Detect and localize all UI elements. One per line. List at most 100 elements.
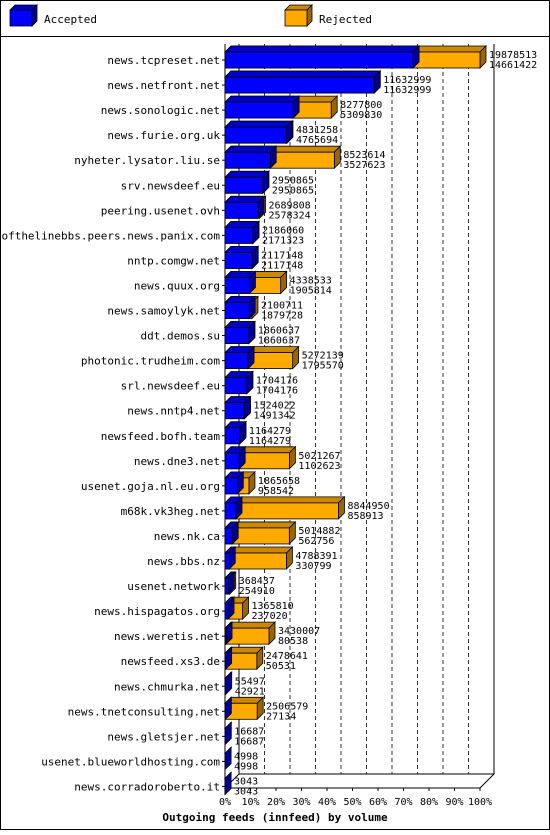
x-tick-label: 30%: [292, 797, 310, 808]
x-tick-label: 50%: [343, 797, 361, 808]
data-label-accepted: 1860637: [258, 336, 300, 347]
category-label: nyheter.lysator.liu.se: [74, 154, 220, 167]
category-label: usenet.blueworldhosting.com: [41, 755, 220, 768]
category-label: usenet.network: [127, 580, 220, 593]
legend-swatch-accepted-front: [10, 10, 32, 26]
data-label-accepted: 80538: [278, 636, 308, 647]
category-label: news.dne3.net: [134, 455, 220, 468]
data-label-accepted: 2950865: [272, 185, 314, 196]
data-label-accepted: 2578324: [269, 210, 311, 221]
legend-swatch-rejected-front: [285, 10, 307, 26]
category-label: news.weretis.net: [114, 630, 220, 643]
bar-rejected-top: [225, 622, 275, 628]
category-label: m68k.vk3heg.net: [121, 505, 220, 518]
bar-accepted-front: [225, 52, 413, 68]
data-label-accepted: 27134: [266, 711, 296, 722]
category-label: news.hispagatos.org: [94, 605, 220, 618]
x-tick-label: 60%: [369, 797, 387, 808]
data-label-accepted: 562756: [298, 536, 334, 547]
category-label: news.tcpreset.net: [107, 54, 220, 67]
data-label-accepted: 2117148: [261, 260, 303, 271]
bar-accepted-front: [225, 478, 237, 494]
data-label-accepted: 4765694: [296, 135, 338, 146]
x-tick-label: 70%: [394, 797, 412, 808]
bar-accepted-front: [225, 378, 247, 394]
category-label: news.nk.ca: [154, 530, 220, 543]
bar-accepted-front: [225, 177, 263, 193]
category-label: nntp.comgw.net: [127, 254, 220, 267]
bar-accepted-front: [225, 628, 226, 644]
data-label-accepted: 1164279: [249, 436, 291, 447]
bar-accepted-front: [225, 678, 226, 694]
data-label-accepted: 3043: [234, 786, 258, 797]
data-label-accepted: 237020: [252, 611, 288, 622]
category-label: news.samoylyk.net: [107, 305, 220, 318]
data-label-accepted: 3527623: [343, 160, 385, 171]
category-label: srv.newsdeef.eu: [121, 179, 220, 192]
data-label-accepted: 858913: [347, 511, 383, 522]
category-label: endofthelinebbs.peers.news.panix.com: [0, 229, 220, 242]
data-label-accepted: 4998: [234, 761, 258, 772]
category-label: news.tnetconsulting.net: [68, 705, 220, 718]
bar-accepted-front: [225, 653, 226, 669]
bar-accepted-top: [225, 71, 380, 77]
category-label: news.nntp4.net: [127, 405, 220, 418]
bar-accepted-top: [225, 46, 419, 52]
bar-accepted-top: [225, 171, 269, 177]
data-label-accepted: 42921: [235, 686, 265, 697]
bar-accepted-front: [225, 303, 249, 319]
category-label: srl.newsdeef.eu: [121, 380, 220, 393]
data-label-accepted: 1491342: [254, 411, 296, 422]
category-label: news.gletsjer.net: [107, 730, 220, 743]
category-label: peering.usenet.ovh: [101, 204, 220, 217]
data-label-accepted: 1704176: [256, 386, 298, 397]
category-label: photonic.trudheim.com: [81, 355, 220, 368]
category-label: news.corradoroberto.it: [74, 780, 220, 793]
x-tick-label: 20%: [267, 797, 285, 808]
category-label: ddt.demos.su: [141, 330, 220, 343]
bar-accepted-front: [225, 202, 258, 218]
bar-accepted-top: [225, 196, 264, 202]
legend-label-accepted: Accepted: [44, 13, 97, 26]
bar-accepted-front: [225, 603, 228, 619]
bar-accepted-front: [225, 152, 270, 168]
x-tick-label: 0%: [219, 797, 231, 808]
x-tick-label: 90%: [445, 797, 463, 808]
bar-accepted-front: [225, 528, 232, 544]
data-label-accepted: 11632999: [383, 85, 431, 96]
x-tick-label: 100%: [468, 797, 492, 808]
data-label-accepted: 1879728: [261, 311, 303, 322]
category-label: news.sonologic.net: [101, 104, 220, 117]
bar-accepted-top: [225, 96, 299, 102]
data-label-accepted: 958542: [258, 486, 294, 497]
category-label: newsfeed.xs3.de: [121, 655, 220, 668]
category-label: news.bbs.nz: [147, 555, 220, 568]
x-tick-label: 10%: [241, 797, 259, 808]
bar-accepted-front: [225, 578, 228, 594]
category-label: news.netfront.net: [107, 79, 220, 92]
bar-accepted-front: [225, 403, 244, 419]
bar-accepted-front: [225, 227, 253, 243]
category-label: usenet.goja.nl.eu.org: [81, 480, 220, 493]
category-label: news.quux.org: [134, 279, 220, 292]
bar-accepted-front: [225, 553, 229, 569]
bar-rejected-top: [225, 497, 344, 503]
data-label-accepted: 5309830: [340, 110, 382, 121]
data-label-accepted: 254910: [239, 586, 275, 597]
legend-label-rejected: Rejected: [319, 13, 372, 26]
x-tick-label: 80%: [420, 797, 438, 808]
bar-accepted-front: [225, 353, 248, 369]
bar-accepted-front: [225, 127, 286, 143]
bar-accepted-front: [225, 503, 236, 519]
bar-accepted-top: [225, 146, 276, 152]
data-label-accepted: 16687: [234, 736, 264, 747]
category-label: news.chmurka.net: [114, 680, 220, 693]
bar-accepted-top: [225, 121, 292, 127]
data-label-accepted: 1905814: [290, 285, 332, 296]
data-label-accepted: 1102623: [298, 461, 340, 472]
bar-accepted-front: [225, 328, 249, 344]
bar-accepted-front: [225, 102, 293, 118]
data-label-accepted: 14661422: [489, 60, 537, 71]
